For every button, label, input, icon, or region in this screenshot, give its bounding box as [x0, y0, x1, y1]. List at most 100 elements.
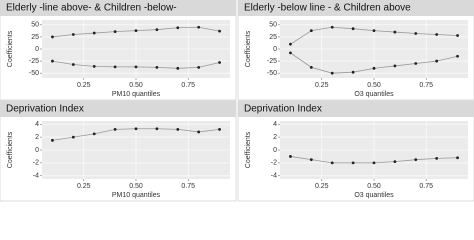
data-point [134, 127, 138, 131]
data-point [71, 135, 75, 139]
data-point [218, 29, 221, 33]
data-point [218, 61, 221, 64]
y-tick-label: 4 [35, 121, 39, 128]
x-tick-label: 0.25 [315, 82, 329, 89]
y-tick-label: 2 [273, 134, 277, 141]
x-tick-label: 0.50 [367, 183, 381, 190]
data-point [92, 132, 96, 136]
data-point [113, 127, 117, 131]
y-tick-label: -25 [29, 58, 39, 65]
y-tick-label: 0 [35, 147, 39, 154]
y-tick-label: -4 [271, 173, 277, 180]
data-point [197, 65, 201, 69]
data-point [351, 27, 355, 31]
y-tick-label: 4 [273, 121, 277, 128]
x-axis-label: PM10 quantiles [112, 192, 161, 199]
y-axis-label: Coefficients [245, 131, 252, 168]
data-point [113, 30, 117, 33]
panel-title: Elderly -line above- & Children -below- [6, 3, 177, 14]
data-point [309, 29, 313, 33]
data-point [435, 156, 439, 160]
data-point [134, 65, 138, 69]
data-point [456, 34, 459, 37]
y-tick-label: -2 [33, 160, 39, 167]
y-tick-label: -2 [271, 160, 277, 167]
data-point [51, 59, 54, 63]
data-point [330, 25, 334, 29]
x-tick-label: 0.75 [181, 183, 195, 190]
y-tick-label: 2 [35, 134, 39, 141]
y-tick-label: 0 [273, 46, 277, 53]
data-point [435, 59, 439, 63]
y-tick-label: 50 [269, 22, 277, 29]
data-point [134, 29, 138, 33]
y-tick-label: 25 [269, 34, 277, 41]
data-point [456, 156, 459, 160]
data-point [155, 65, 159, 69]
data-point [51, 138, 54, 142]
x-tick-label: 0.25 [77, 82, 91, 89]
data-point [176, 127, 180, 131]
data-point [155, 28, 159, 32]
x-tick-label: 0.25 [77, 183, 91, 190]
y-tick-label: -25 [267, 58, 277, 65]
panel-title: Deprivation Index [244, 104, 322, 115]
data-point [92, 65, 96, 68]
data-point [289, 42, 292, 46]
y-tick-label: 0 [273, 147, 277, 154]
title-bar [238, 0, 474, 16]
data-point [330, 71, 334, 75]
data-point [309, 158, 313, 162]
y-tick-label: 50 [31, 22, 39, 29]
data-point [309, 65, 313, 69]
x-tick-label: 0.50 [129, 82, 143, 89]
data-point [456, 54, 459, 58]
data-point [71, 33, 75, 36]
y-tick-label: -50 [267, 70, 277, 77]
x-axis-label: O3 quantiles [354, 192, 394, 199]
y-axis-label: Coefficients [245, 30, 252, 67]
data-point [92, 31, 96, 35]
title-bar [0, 0, 236, 16]
y-axis-label: Coefficients [7, 30, 14, 67]
data-point [372, 66, 376, 70]
data-point [51, 35, 54, 39]
data-point [372, 29, 376, 33]
y-tick-label: 0 [35, 46, 39, 53]
chart-grid: Elderly -line above- & Children -below- -… [0, 0, 474, 202]
data-point [71, 63, 75, 66]
data-point [197, 25, 201, 29]
data-point [372, 161, 376, 165]
data-point [289, 155, 292, 158]
x-tick-label: 0.75 [419, 82, 433, 89]
x-axis-label: PM10 quantiles [112, 91, 161, 98]
data-point [197, 130, 201, 134]
x-tick-label: 0.75 [181, 82, 195, 89]
y-axis-label: Coefficients [7, 131, 14, 168]
data-point [113, 65, 117, 69]
data-point [351, 70, 355, 74]
x-tick-label: 0.50 [367, 82, 381, 89]
data-point [393, 160, 397, 164]
data-point [435, 33, 439, 36]
y-tick-label: -50 [29, 70, 39, 77]
x-tick-label: 0.25 [315, 183, 329, 190]
title-bar [238, 101, 474, 117]
data-point [218, 127, 221, 131]
data-point [289, 51, 292, 55]
data-point [155, 127, 159, 131]
panel-title: Elderly -below line - & Children above [244, 3, 411, 14]
panel-title: Deprivation Index [6, 104, 84, 115]
data-point [414, 158, 418, 162]
data-point [330, 161, 334, 165]
title-bar [0, 101, 236, 117]
x-tick-label: 0.75 [419, 183, 433, 190]
data-point [414, 32, 418, 35]
x-axis-label: O3 quantiles [354, 91, 394, 98]
data-point [176, 66, 180, 70]
data-point [414, 62, 418, 65]
y-tick-label: -4 [33, 173, 39, 180]
data-point [393, 30, 397, 34]
y-tick-label: 25 [31, 34, 39, 41]
data-point [351, 161, 355, 165]
